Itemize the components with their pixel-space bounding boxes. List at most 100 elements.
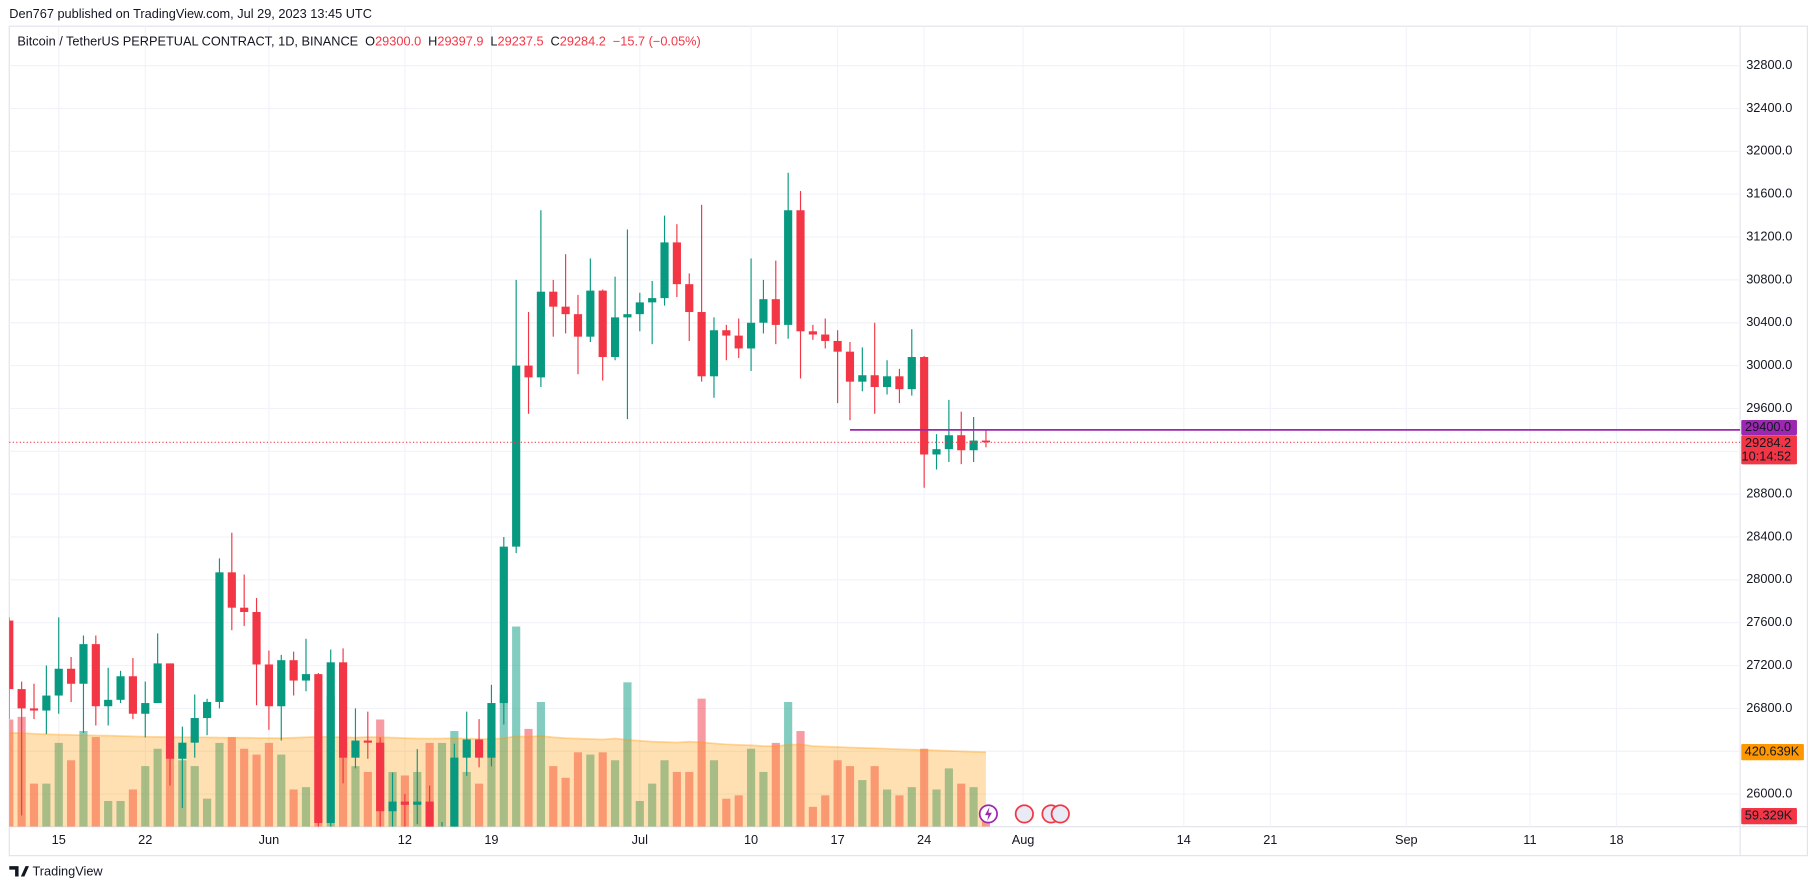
volume-bar [351, 766, 360, 827]
volume-bar [573, 752, 583, 827]
volume-bar [264, 742, 273, 827]
candle-body [153, 663, 162, 704]
volume-bar [586, 754, 595, 827]
candle-body [722, 330, 731, 336]
volume-bar [796, 731, 805, 827]
volume-bar [29, 783, 39, 827]
candle-body [413, 801, 422, 805]
candle-body [697, 312, 706, 377]
candle-body [277, 660, 286, 707]
legend-value: 29237.5 [498, 34, 544, 49]
volume-bar [697, 698, 706, 827]
volume-bar [190, 766, 199, 827]
candle-body [165, 663, 175, 759]
candle-body [920, 357, 929, 455]
candle-body [623, 314, 632, 318]
volume-bar [252, 754, 261, 827]
candle-body [400, 801, 409, 805]
volume-bar [944, 768, 953, 827]
candle-body [301, 674, 311, 681]
hline-label-box [1741, 420, 1797, 436]
volume-bar [746, 748, 756, 827]
y-tick-label: 27200.0 [1746, 657, 1792, 672]
candle-body [91, 644, 100, 707]
volume-bar [845, 766, 855, 827]
candle-body [833, 340, 842, 352]
candles [9, 172, 991, 827]
legend-value: 29284.2 [560, 34, 606, 49]
x-tick-label: Aug [1012, 832, 1035, 847]
last-price-box [1741, 435, 1797, 465]
volume-box [1741, 808, 1797, 825]
volume-bar [524, 728, 533, 827]
candle-body [981, 440, 991, 443]
candle-body [351, 740, 360, 758]
candle-body [203, 701, 212, 719]
x-tick-label: 24 [917, 832, 931, 847]
volume-bar [648, 783, 657, 827]
volume-bar [42, 783, 51, 827]
candle-body [895, 376, 904, 390]
volume-bar [277, 754, 286, 827]
volume-bar [363, 771, 372, 827]
icon [984, 806, 992, 821]
volume-bar [462, 771, 471, 827]
candle-body [339, 662, 348, 758]
volume-ma-area [9, 732, 986, 827]
candle-body [499, 546, 508, 704]
candle-body [29, 708, 39, 711]
volume-bar [808, 806, 817, 827]
logo [9, 866, 30, 877]
volume-bar [920, 748, 929, 827]
candle-body [561, 306, 570, 315]
candle-body [474, 739, 484, 758]
x-tick-label: 18 [1609, 832, 1623, 847]
y-tick-label: 26800.0 [1746, 700, 1792, 715]
y-tick-label: 32000.0 [1746, 143, 1792, 158]
volume-bar [289, 789, 298, 827]
candle-body [289, 660, 298, 681]
candle-body [932, 449, 941, 455]
candle-body [969, 440, 978, 451]
volume-bar [437, 742, 447, 827]
candle-body [104, 699, 113, 707]
candle-body [944, 435, 953, 450]
candle-body [9, 620, 14, 690]
x-tick-label: 21 [1263, 832, 1277, 847]
volume-bar [153, 748, 162, 827]
candle-body [635, 302, 644, 315]
legend-value: 29300.0 [375, 34, 421, 49]
legend-change: −15.7 (−0.05%) [613, 34, 701, 49]
candle-body [388, 801, 397, 812]
legend-value: 29397.9 [437, 34, 483, 49]
candle-body [586, 290, 595, 337]
candle-body [821, 334, 830, 341]
candle-body [685, 284, 694, 313]
y-tick-label: 29600.0 [1746, 400, 1792, 415]
volume-bar [957, 783, 966, 827]
volume-bar [499, 693, 508, 827]
candle-body [648, 298, 657, 303]
candle-body [42, 695, 51, 711]
volume-bar [512, 626, 521, 827]
candle-body [524, 365, 533, 378]
volume-bar [561, 777, 570, 827]
y-tick-label: 30800.0 [1746, 271, 1792, 286]
volume-label: 59.329K [1745, 808, 1793, 823]
legend-label: L [490, 34, 497, 49]
volume-bar [215, 742, 224, 827]
candle-body [264, 664, 273, 707]
volume-bar [709, 760, 719, 827]
volume-bar [425, 742, 434, 827]
volume-bar [932, 789, 941, 827]
hline-label: 29400.0 [1745, 419, 1791, 434]
candle-body [252, 611, 261, 665]
volume-bar [833, 760, 842, 827]
volume-bar [784, 701, 793, 827]
candle-body [67, 668, 76, 684]
volume-bar [227, 737, 236, 827]
